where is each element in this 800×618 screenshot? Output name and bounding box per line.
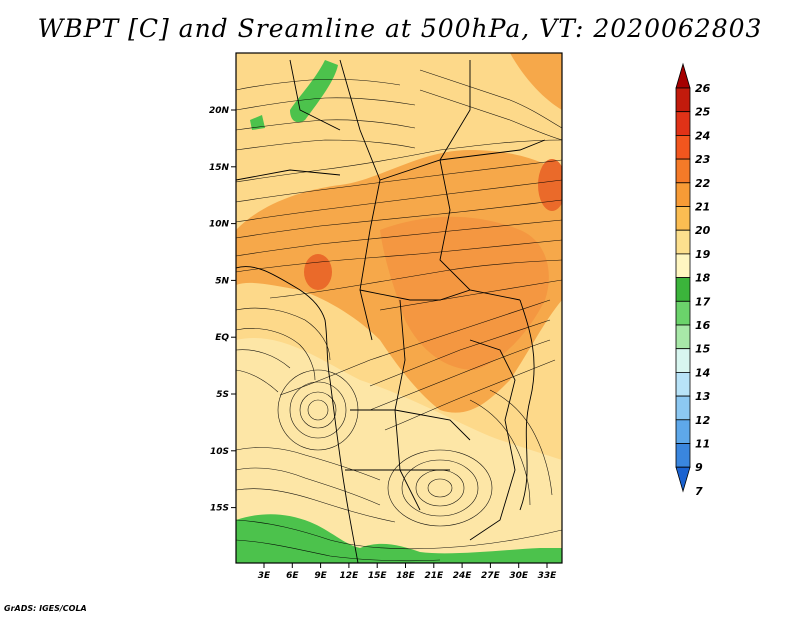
lon-tick-label: 9E xyxy=(314,571,327,581)
colorbar-label: 14 xyxy=(695,366,710,379)
colorbar-swatch xyxy=(675,348,691,373)
lon-tick-label: 24E xyxy=(453,571,473,581)
colorbar-swatch xyxy=(675,182,691,207)
colorbar-label: 21 xyxy=(695,201,710,214)
map-title: WBPT [C] and Sreamline at 500hPa, VT: 20… xyxy=(37,14,763,43)
longitude-axis: 3E 6E 9E 12E 15E 18E 21E 24E 27E 30E 33E xyxy=(258,563,557,581)
colorbar-label: 9 xyxy=(695,461,703,474)
colorbar-label: 18 xyxy=(695,272,711,285)
colorbar-swatch xyxy=(675,324,691,350)
colorbar-swatch xyxy=(675,371,691,397)
colorbar: 26 25 24 23 22 21 20 19 18 17 16 15 14 13 12 11 9 7 xyxy=(675,62,711,498)
lat-tick-label: 10N xyxy=(209,220,230,230)
green-south xyxy=(236,514,562,563)
colorbar-label: 19 xyxy=(695,248,711,261)
colorbar-swatch xyxy=(675,134,691,160)
colorbar-swatch xyxy=(675,111,691,136)
colorbar-label: 11 xyxy=(695,438,710,451)
lat-tick-label: EQ xyxy=(215,333,229,343)
colorbar-label: 22 xyxy=(695,177,711,190)
colorbar-max-arrow xyxy=(675,62,691,89)
colorbar-label: 24 xyxy=(695,129,710,142)
lon-tick-label: 15E xyxy=(368,571,388,581)
lon-tick-label: 3E xyxy=(258,571,271,581)
green-northwest xyxy=(290,60,338,123)
lat-tick-label: 5N xyxy=(215,276,229,286)
grads-credit: GrADS: IGES/COLA xyxy=(4,604,87,613)
colorbar-swatch xyxy=(675,87,691,113)
lat-tick-label: 15S xyxy=(210,504,229,514)
country-borders xyxy=(236,59,546,563)
wbpt-warm-band-inner xyxy=(380,216,549,370)
lon-tick-label: 27E xyxy=(481,571,501,581)
colorbar-swatch xyxy=(675,229,691,255)
lat-tick-label: 10S xyxy=(210,447,229,457)
lon-tick-label: 30E xyxy=(509,571,529,581)
colorbar-swatch xyxy=(675,419,691,444)
wbpt-pale-region xyxy=(236,338,562,563)
map-panel xyxy=(236,53,562,563)
streamlines xyxy=(236,69,562,562)
colorbar-min-arrow xyxy=(675,466,691,493)
lat-tick-label: 20N xyxy=(209,106,230,116)
lon-tick-label: 21E xyxy=(424,571,444,581)
colorbar-label: 17 xyxy=(695,295,711,308)
map-frame xyxy=(235,52,563,564)
colorbar-swatch xyxy=(675,277,691,302)
colorbar-swatch xyxy=(675,443,691,468)
colorbar-label: 13 xyxy=(695,390,711,403)
colorbar-label: 12 xyxy=(695,414,711,427)
colorbar-swatch xyxy=(675,395,691,421)
colorbar-swatch xyxy=(675,300,691,326)
lat-tick-label: 5S xyxy=(216,390,229,400)
lon-tick-label: 33E xyxy=(538,571,558,581)
colorbar-label: 16 xyxy=(695,319,711,332)
lon-tick-label: 18E xyxy=(396,571,416,581)
colorbar-label: 23 xyxy=(695,153,711,166)
warm-northeast xyxy=(510,53,562,110)
lat-tick-label: 15N xyxy=(209,163,230,173)
hot-spot-west xyxy=(304,254,332,290)
colorbar-swatch xyxy=(675,253,691,278)
colorbar-label: 26 xyxy=(695,82,711,95)
latitude-axis: 20N 15N 10N 5N EQ 5S 10S 15S xyxy=(209,106,236,514)
colorbar-label: 7 xyxy=(695,485,703,498)
colorbar-label: 25 xyxy=(695,106,711,119)
hot-spot-east xyxy=(538,159,562,211)
colorbar-label: 20 xyxy=(695,224,711,237)
lon-tick-label: 6E xyxy=(286,571,299,581)
colorbar-swatch xyxy=(675,158,691,184)
colorbar-label: 15 xyxy=(695,343,711,356)
colorbar-swatch xyxy=(675,206,691,231)
green-northwest-2 xyxy=(250,115,265,130)
lon-tick-label: 12E xyxy=(340,571,360,581)
